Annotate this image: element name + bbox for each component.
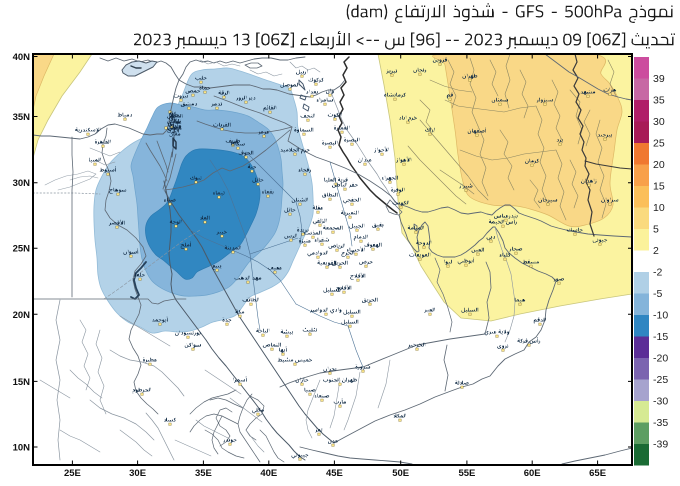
svg-text:65E: 65E [589,468,606,479]
svg-text:15N: 15N [13,377,31,388]
svg-text:35E: 35E [195,468,212,479]
svg-text:-10: -10 [653,310,668,322]
svg-text:60E: 60E [524,468,541,479]
svg-text:25: 25 [653,138,665,150]
svg-text:30E: 30E [129,468,146,479]
svg-text:15: 15 [653,181,665,193]
svg-text:50E: 50E [392,468,409,479]
svg-text:39: 39 [653,73,665,85]
svg-text:20: 20 [653,159,665,171]
svg-text:-39: -39 [653,439,668,451]
svg-text:40E: 40E [260,468,277,479]
svg-text:-5: -5 [653,288,662,300]
svg-text:-20: -20 [653,353,668,365]
svg-text:40N: 40N [13,52,31,63]
svg-text:20N: 20N [13,310,31,321]
svg-text:5: 5 [653,224,659,236]
svg-text:-2: -2 [653,267,662,279]
svg-text:30: 30 [653,116,665,128]
svg-text:35N: 35N [13,112,31,123]
svg-text:-30: -30 [653,396,668,408]
svg-text:30N: 30N [13,178,31,189]
svg-text:35: 35 [653,95,665,107]
svg-text:10: 10 [653,202,665,214]
svg-text:55E: 55E [458,468,475,479]
svg-text:25E: 25E [64,468,81,479]
svg-text:10N: 10N [13,443,31,454]
svg-text:45E: 45E [326,468,343,479]
svg-text:-25: -25 [653,374,668,386]
svg-text:-15: -15 [653,331,668,343]
svg-text:25N: 25N [13,244,31,255]
svg-text:2: 2 [653,245,659,257]
svg-text:-35: -35 [653,417,668,429]
